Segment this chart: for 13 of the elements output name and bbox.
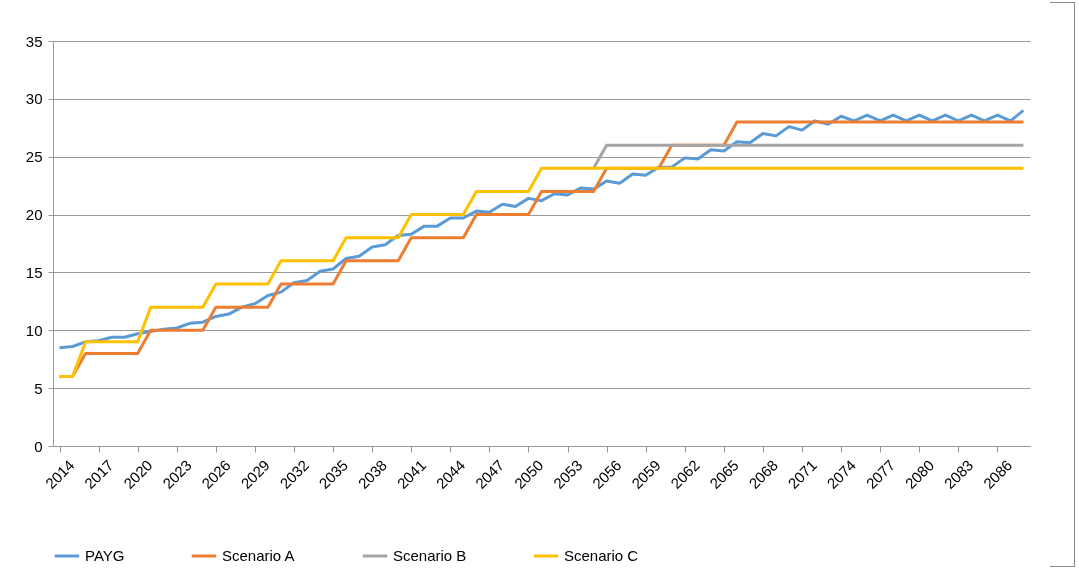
y-tick-label: 10 bbox=[25, 321, 43, 339]
legend-label: Scenario C bbox=[564, 547, 639, 564]
y-tick-label: 25 bbox=[25, 148, 43, 166]
legend-label: PAYG bbox=[85, 547, 125, 564]
y-tick-label: 20 bbox=[25, 206, 43, 224]
y-tick-label: 30 bbox=[25, 90, 43, 108]
y-tick-label: 5 bbox=[34, 379, 43, 397]
line-series bbox=[58, 166, 1025, 379]
y-tick-label: 0 bbox=[34, 437, 43, 455]
legend-label: Scenario A bbox=[222, 547, 295, 564]
y-tick-label: 35 bbox=[25, 32, 43, 50]
legend-label: Scenario B bbox=[393, 547, 467, 564]
y-tick-label: 15 bbox=[25, 263, 43, 281]
